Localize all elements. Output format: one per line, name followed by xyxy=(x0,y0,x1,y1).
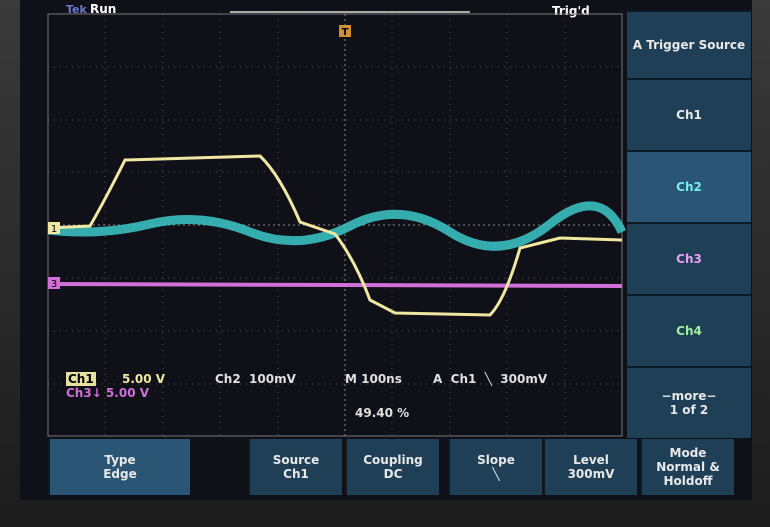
ch1-label: Ch1 xyxy=(66,372,96,386)
side-item[interactable]: Ch2 xyxy=(627,150,751,222)
side-item-label: Ch4 xyxy=(627,324,751,338)
button-label: Mode xyxy=(642,446,734,460)
timebase: M 100ns xyxy=(345,372,402,386)
ch1-marker-label: 1 xyxy=(51,224,57,235)
button-label: Source xyxy=(250,453,342,467)
oscilloscope: Tek Run Trig'd T 1 3 Ch1 5.00 V Ch2 100m… xyxy=(0,0,770,527)
side-item-label: Ch3 xyxy=(627,252,751,266)
side-more[interactable]: −more−1 of 2 xyxy=(627,366,751,438)
button-value: ╲ xyxy=(450,467,542,481)
side-item-label: Ch2 xyxy=(627,180,751,194)
button-value: Ch1 xyxy=(250,467,342,481)
page-label: 1 of 2 xyxy=(627,403,751,417)
trigger-marker-label: T xyxy=(342,27,349,38)
bottom-button[interactable]: Slope╲ xyxy=(448,439,542,495)
trigger-readout: A Ch1 ╲ 300mV xyxy=(433,372,547,386)
trigger-position: 49.40 % xyxy=(355,406,409,420)
button-label: Level xyxy=(545,453,637,467)
ch1-scale: 5.00 V xyxy=(122,372,165,386)
ch3-marker-label: 3 xyxy=(51,279,57,290)
button-label: Type xyxy=(50,453,190,467)
button-value: DC xyxy=(347,467,439,481)
ch2-trace xyxy=(48,206,622,246)
ch2-readout: Ch2 100mV xyxy=(215,372,296,386)
button-label: Coupling xyxy=(347,453,439,467)
button-label: Slope xyxy=(450,453,542,467)
side-item[interactable]: Ch3 xyxy=(627,222,751,294)
ch3-readout: Ch3↓ 5.00 V xyxy=(66,386,149,400)
side-item[interactable]: Ch1 xyxy=(627,78,751,150)
ch3-trace xyxy=(48,284,622,286)
button-value: 300mV xyxy=(545,467,637,481)
button-value: Edge xyxy=(50,467,190,481)
side-item[interactable]: Ch4 xyxy=(627,294,751,366)
more-label: −more− xyxy=(627,389,751,403)
button-value: Normal & Holdoff xyxy=(642,460,734,488)
side-menu-title: A Trigger Source xyxy=(627,10,751,78)
